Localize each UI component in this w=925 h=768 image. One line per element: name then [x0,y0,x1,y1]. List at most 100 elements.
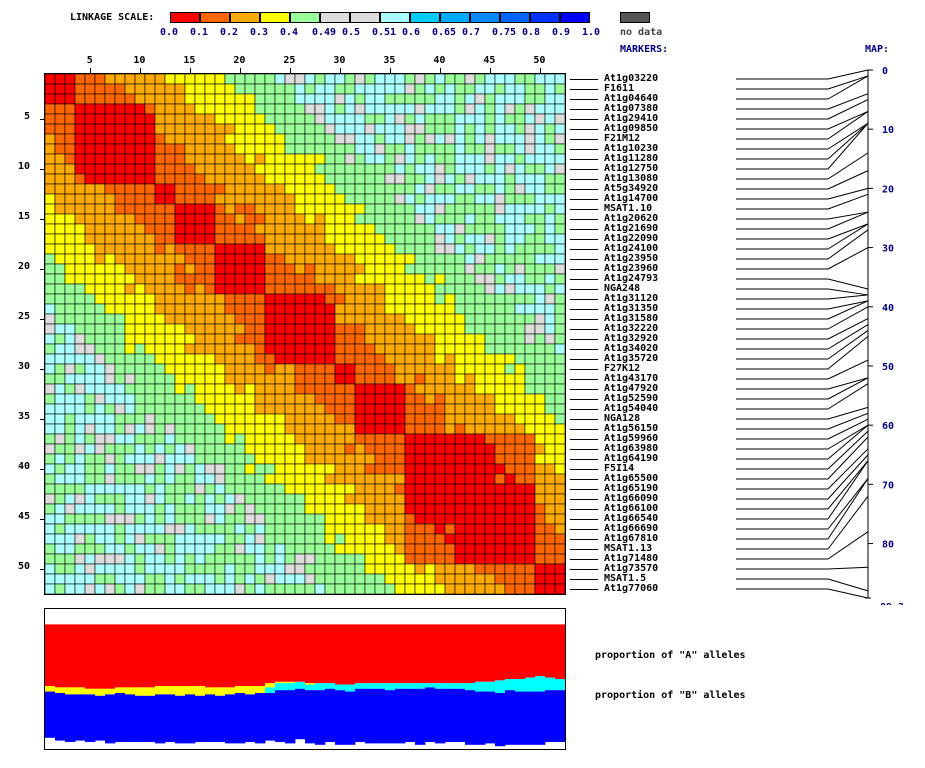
heatmap-cell [504,373,516,385]
heatmap-cell [204,543,216,555]
heatmap-cell [154,253,166,265]
heatmap-cell [114,373,126,385]
heatmap-cell [214,303,226,315]
marker-label: At1g04640 [604,93,659,104]
heatmap-cell [44,243,56,255]
heatmap-cell [464,553,476,565]
heatmap-cell [444,153,456,165]
heatmap-cell [384,123,396,135]
heatmap-cell [114,253,126,265]
heatmap-cell [394,393,406,405]
heatmap-cell [284,533,296,545]
heatmap-cell [394,383,406,395]
heatmap-cell [44,363,56,375]
heatmap-cell [364,113,376,125]
heatmap-cell [204,263,216,275]
heatmap-cell [164,123,176,135]
map-connector-diag [827,306,869,330]
scale-swatch [410,12,440,23]
b-allele-bar [135,695,146,742]
heatmap-cell [514,473,526,485]
heatmap-cell [114,283,126,295]
heatmap-cell [444,513,456,525]
heatmap-cell [314,363,326,375]
heatmap-cell [104,363,116,375]
heatmap-cell [324,503,336,515]
b-allele-bar [155,694,166,744]
heatmap-cell [184,493,196,505]
heatmap-cell [474,383,486,395]
a-allele-bar [355,624,366,684]
marker-label: At1g66690 [604,523,659,534]
heatmap-cell [234,143,246,155]
scale-label: 0.75 [492,27,517,38]
heatmap-cell [174,243,186,255]
marker-leader-line [570,549,598,550]
heatmap-cell [94,93,106,105]
heatmap-cell [304,153,316,165]
heatmap-cell [274,213,286,225]
heatmap-cell [64,133,76,145]
heatmap-cell [104,553,116,565]
heatmap-cell [454,403,466,415]
map-connector-diag [827,69,869,80]
heatmap-cell [474,353,486,365]
heatmap-cell [294,503,306,515]
heatmap-cell [494,123,506,135]
heatmap-cell [264,483,276,495]
heatmap-cell [524,383,536,395]
heatmap-cell [524,373,536,385]
heatmap-cell [494,93,506,105]
heatmap-cell [224,503,236,515]
heatmap-cell [304,193,316,205]
allele-stacks [45,624,566,747]
heatmap-cell [314,403,326,415]
heatmap-cell [544,483,556,495]
heatmap-cell [124,143,136,155]
heatmap-cell [234,433,246,445]
heatmap-cell [164,423,176,435]
heatmap-cell [324,463,336,475]
heatmap-cell [554,303,566,315]
heatmap-cell [504,123,516,135]
heatmap-cell [264,93,276,105]
heatmap-cell [134,403,146,415]
heatmap-cell [64,433,76,445]
heatmap-cell [154,223,166,235]
heatmap-cell [444,233,456,245]
heatmap-cell [244,73,256,85]
heatmap-cell [484,403,496,415]
het-allele-bar [265,683,276,688]
heatmap-cell [84,183,96,195]
heatmap-cell [374,473,386,485]
heatmap-cell [194,433,206,445]
a-allele-bar [145,624,156,688]
heatmap-cell [224,433,236,445]
heatmap-cell [274,83,286,95]
heatmap-cell [114,293,126,305]
heatmap-cell [404,393,416,405]
heatmap-cell [134,83,146,95]
heatmap-cell [274,383,286,395]
x-tick-label: 45 [483,55,496,66]
heatmap-cell [204,373,216,385]
heatmap-cell [334,173,346,185]
map-connector-diag [827,460,869,510]
heatmap-cell [164,573,176,585]
heatmap-cell [554,253,566,265]
b-allele-bar [495,693,506,747]
heatmap-cell [474,253,486,265]
heatmap-cell [294,273,306,285]
heatmap-cell [194,523,206,535]
heatmap-cell [64,523,76,535]
heatmap-cell [104,443,116,455]
b-allele-bar [405,688,416,742]
heatmap-cell [474,413,486,425]
heatmap-cell [504,203,516,215]
heatmap-cell [44,553,56,565]
heatmap-cell [344,93,356,105]
heatmap-cell [404,303,416,315]
nodata-allele-bar [495,680,506,693]
heatmap-cell [244,393,256,405]
heatmap-cell [544,383,556,395]
